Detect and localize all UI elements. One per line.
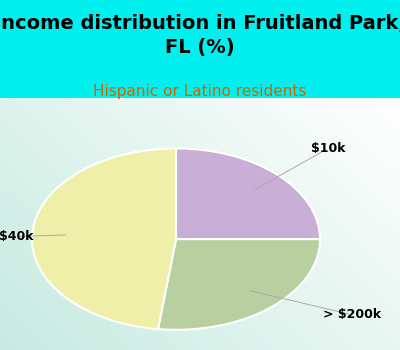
Text: $40k: $40k (0, 230, 33, 243)
Wedge shape (158, 239, 320, 330)
Text: $10k: $10k (311, 142, 345, 155)
Text: Hispanic or Latino residents: Hispanic or Latino residents (93, 84, 307, 99)
Text: Income distribution in Fruitland Park,
FL (%): Income distribution in Fruitland Park, F… (0, 14, 400, 56)
Text: > $200k: > $200k (323, 308, 381, 321)
Wedge shape (176, 148, 320, 239)
Wedge shape (32, 148, 176, 329)
